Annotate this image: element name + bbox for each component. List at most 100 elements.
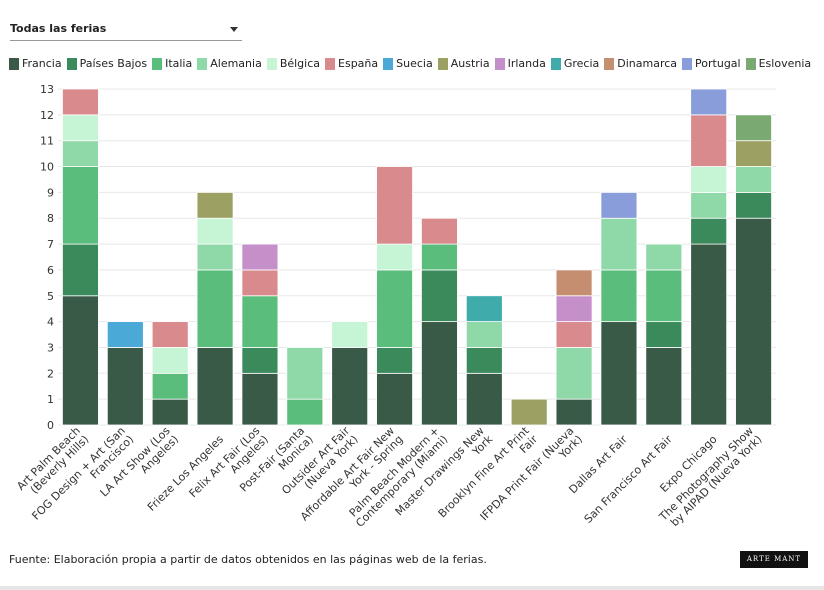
bar-segment bbox=[735, 191, 772, 219]
legend-item[interactable]: Irlanda bbox=[494, 57, 546, 70]
bar-segment bbox=[690, 114, 728, 167]
bar-segment bbox=[151, 321, 189, 348]
legend-item[interactable]: Bélgica bbox=[266, 57, 321, 70]
legend-item[interactable]: Eslovenia bbox=[745, 57, 812, 70]
bar-segment bbox=[376, 243, 413, 271]
legend-label: Alemania bbox=[210, 57, 262, 70]
legend-item[interactable]: Portugal bbox=[682, 57, 741, 70]
legend-swatch bbox=[325, 57, 336, 70]
bar-segment bbox=[241, 243, 279, 271]
legend-swatch bbox=[550, 57, 561, 70]
fair-dropdown[interactable]: Todas las ferias bbox=[10, 18, 242, 41]
legend-label: Portugal bbox=[695, 57, 741, 70]
bar-segment bbox=[465, 372, 503, 426]
bar-segment bbox=[62, 140, 99, 167]
legend-item[interactable]: Italia bbox=[152, 57, 192, 70]
bar-segment bbox=[106, 321, 144, 348]
y-tick-label: 4 bbox=[47, 316, 54, 329]
bar-segment bbox=[645, 269, 683, 323]
legend-label: Grecia bbox=[563, 57, 600, 70]
bar-segment bbox=[510, 398, 548, 426]
bar-segment bbox=[645, 243, 683, 271]
bar-segment bbox=[106, 347, 144, 426]
bar-segment bbox=[735, 140, 772, 167]
bar-segment bbox=[62, 114, 99, 142]
y-tick-label: 13 bbox=[40, 83, 54, 96]
legend-item[interactable]: Austria bbox=[437, 57, 490, 70]
bar-segment bbox=[62, 295, 99, 426]
legend-item[interactable]: Suecia bbox=[383, 57, 433, 70]
legend-swatch bbox=[494, 57, 505, 70]
bar-segment bbox=[151, 372, 189, 400]
legend-swatch bbox=[745, 57, 756, 70]
legend-item[interactable]: Francia bbox=[9, 57, 62, 70]
legend-item[interactable]: Dinamarca bbox=[604, 57, 677, 70]
legend-label: Países Bajos bbox=[79, 57, 148, 70]
legend-swatch bbox=[152, 57, 163, 70]
legend-label: España bbox=[338, 57, 379, 70]
bar-segment bbox=[645, 321, 683, 348]
bar-segment bbox=[421, 217, 458, 245]
bar-segment bbox=[690, 88, 728, 116]
y-tick-label: 2 bbox=[47, 367, 54, 380]
bar-segment bbox=[600, 321, 638, 426]
bar-segment bbox=[286, 398, 324, 426]
legend-swatch bbox=[604, 57, 615, 70]
bar-segment bbox=[151, 398, 189, 426]
bar-segment bbox=[196, 243, 234, 271]
bar-segment bbox=[421, 269, 458, 323]
bar-segment bbox=[555, 295, 593, 323]
bar-segment bbox=[555, 269, 593, 297]
y-tick-label: 12 bbox=[40, 109, 54, 122]
legend-swatch bbox=[9, 57, 19, 70]
bar-segment bbox=[196, 269, 234, 348]
source: Fuente: Elaboración propia a partir de d… bbox=[9, 553, 487, 566]
bar-segment bbox=[735, 217, 772, 426]
footer-bar bbox=[0, 586, 824, 590]
legend-label: Eslovenia bbox=[758, 57, 812, 70]
bar-segment bbox=[241, 295, 279, 348]
x-tick-label: by AIPAD (Nueva York) bbox=[668, 433, 764, 529]
bar-segment bbox=[690, 166, 728, 193]
y-tick-label: 9 bbox=[47, 186, 54, 199]
bar-segment bbox=[196, 217, 234, 245]
legend-swatch bbox=[66, 57, 77, 70]
legend-swatch bbox=[682, 57, 693, 70]
bar-segment bbox=[465, 347, 503, 374]
bar-segment bbox=[555, 321, 593, 348]
legend-label: Dinamarca bbox=[617, 57, 678, 70]
bar-segment bbox=[645, 347, 683, 426]
y-tick-label: 1 bbox=[47, 393, 54, 406]
legend-label: Francia bbox=[22, 57, 62, 70]
bar-segment bbox=[151, 347, 189, 374]
bar-segment bbox=[555, 347, 593, 400]
legend-label: Bélgica bbox=[279, 57, 321, 70]
y-tick-label: 3 bbox=[47, 341, 54, 354]
legend-item[interactable]: Países Bajos bbox=[66, 57, 148, 70]
legend-label: Suecia bbox=[396, 57, 433, 70]
dropdown-label: Todas las ferias bbox=[10, 22, 107, 35]
bar-segment bbox=[690, 217, 728, 245]
bar-segment bbox=[465, 321, 503, 348]
y-tick-label: 7 bbox=[47, 238, 54, 251]
bar-segment bbox=[376, 347, 413, 374]
bar-segment bbox=[331, 321, 369, 348]
bar-segment bbox=[196, 191, 234, 219]
bar-segment bbox=[421, 321, 458, 426]
bar-segment bbox=[690, 191, 728, 219]
bar-segment bbox=[62, 243, 99, 297]
bar-segment bbox=[376, 166, 413, 245]
legend-item[interactable]: España bbox=[325, 57, 378, 70]
legend-swatch bbox=[197, 57, 208, 70]
bar-segment bbox=[690, 243, 728, 426]
caret bbox=[230, 27, 238, 32]
bar-segment bbox=[600, 269, 638, 323]
bar-segment bbox=[735, 166, 772, 193]
legend-item[interactable]: Alemania bbox=[197, 57, 262, 70]
bar-segment bbox=[286, 347, 324, 400]
legend-item[interactable]: Grecia bbox=[550, 57, 600, 70]
logo: ARTE MANT bbox=[740, 551, 808, 568]
y-tick-label: 8 bbox=[47, 212, 54, 225]
